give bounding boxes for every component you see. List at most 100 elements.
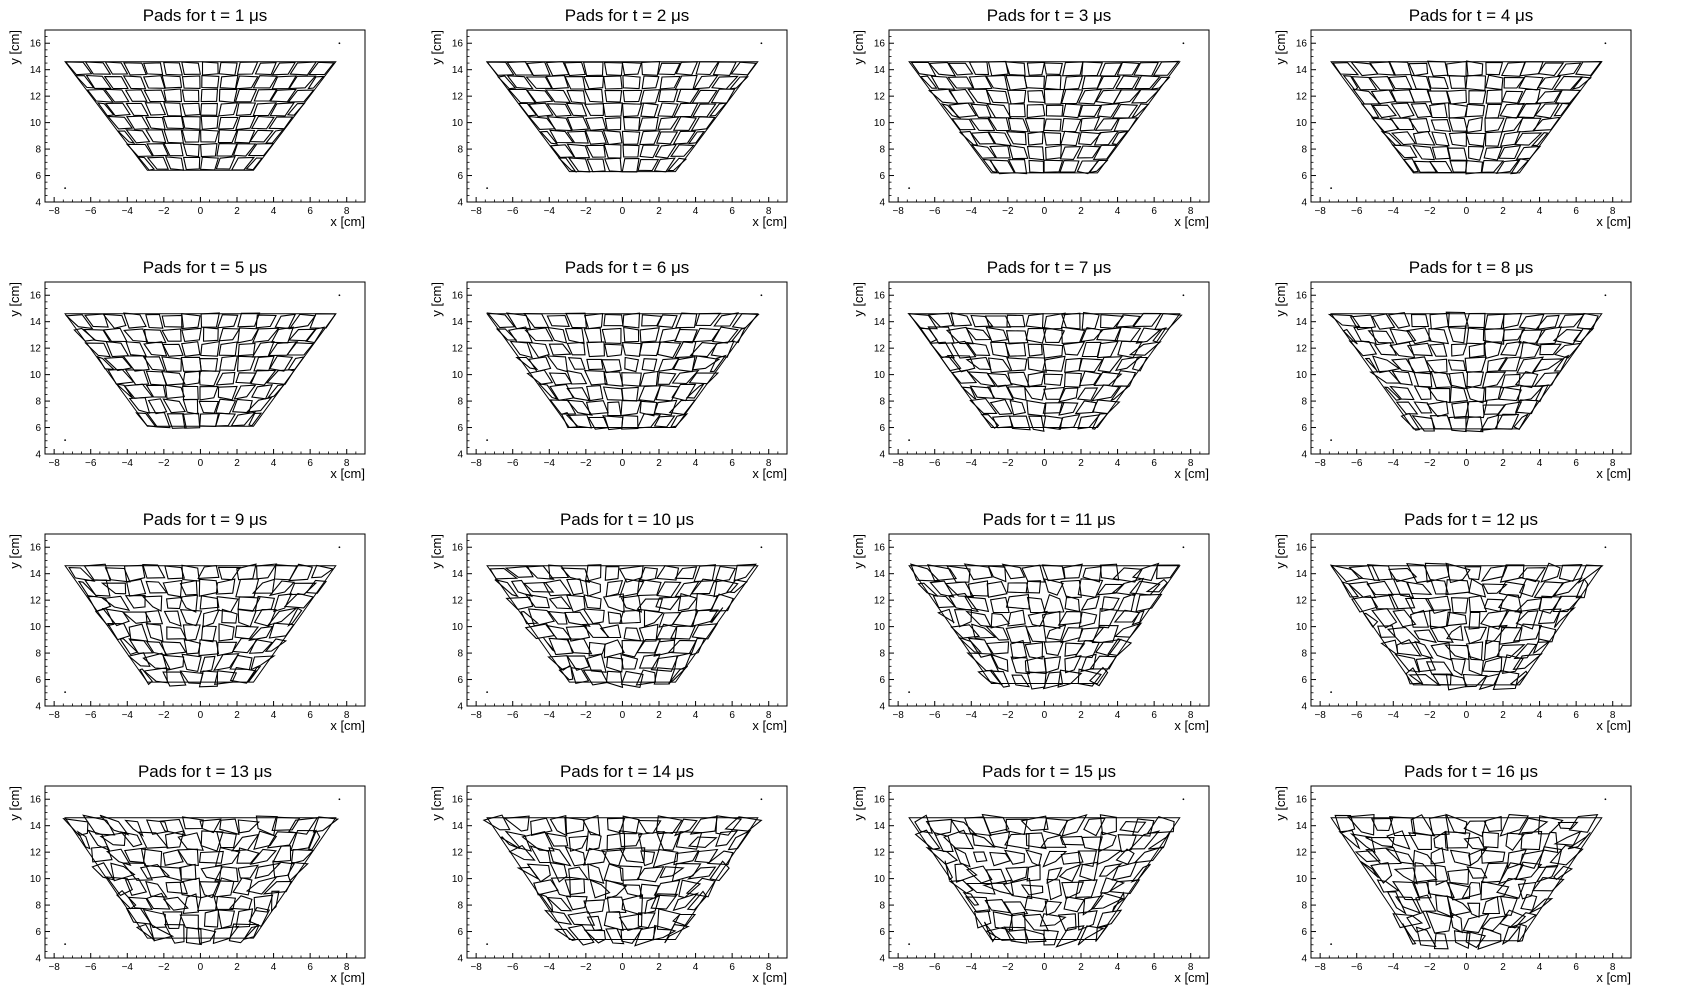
pad-cell (145, 610, 164, 625)
pad-cell (200, 102, 218, 116)
pad-cell (653, 639, 676, 657)
x-tick-label: 8 (344, 206, 350, 217)
pad-cell (657, 341, 682, 359)
x-tick-label: 8 (344, 962, 350, 973)
pad-cell (1003, 901, 1029, 917)
pad-cell (1096, 75, 1121, 90)
pad-cell (1078, 358, 1104, 373)
x-axis-label: x [cm] (330, 970, 365, 985)
y-tick-label: 12 (874, 344, 886, 355)
x-tick-label: 6 (1151, 962, 1157, 973)
pad-cell (1431, 673, 1452, 686)
pad-cell (290, 849, 315, 865)
pad-cell (198, 639, 220, 657)
pad-cell (564, 611, 591, 627)
x-tick-label: 2 (234, 962, 240, 973)
pad-cell (142, 75, 166, 89)
pad-cell (142, 652, 171, 670)
x-tick-label: 0 (1464, 962, 1470, 973)
pad-cell (953, 846, 971, 868)
pad-cell (1389, 385, 1415, 401)
pad-cell (247, 625, 274, 642)
x-tick-label: 8 (1188, 710, 1194, 721)
pad-cell (105, 848, 132, 867)
pad-cell (586, 158, 606, 173)
pad-cell (1098, 608, 1119, 629)
pad-cell (604, 117, 622, 131)
pad-cell (1428, 160, 1454, 174)
pad-cell (217, 385, 238, 401)
x-tick-label: 0 (620, 458, 626, 469)
pad-cell (179, 609, 203, 627)
pad-cell (84, 313, 109, 328)
pad-cell (620, 595, 642, 613)
y-tick-label: 4 (35, 702, 41, 713)
pad-cell (1553, 354, 1570, 372)
pad-cell (538, 893, 554, 914)
x-tick-label: 6 (729, 206, 735, 217)
pad-cell (582, 814, 601, 836)
pad-cell (1497, 594, 1523, 614)
plot-frame (44, 785, 366, 959)
y-tick-label: 16 (30, 291, 42, 302)
pad-cell (264, 128, 285, 144)
edge-point (64, 691, 67, 694)
edge-point (486, 943, 489, 946)
pad-cell (602, 102, 623, 118)
chart-panel-6: Pads for t = 6 μs −8 −6 −4 −2 0 2 4 6 8 4 6 8 10 12 14 1… (422, 252, 844, 504)
pad-cell (1553, 865, 1574, 881)
pad-cell (1332, 62, 1360, 76)
pad-cell (691, 89, 718, 104)
pad-cell (1112, 89, 1142, 105)
pad-cell (1026, 399, 1047, 417)
pad-cell (603, 143, 622, 159)
pad-cell (547, 655, 571, 671)
edge-point (1604, 798, 1607, 801)
pad-cell (985, 89, 1009, 104)
chart-title: Pads for t = 1 μs (143, 6, 268, 25)
y-tick-label: 10 (1296, 874, 1308, 885)
pad-cell (1061, 813, 1088, 837)
pad-cell (1364, 357, 1379, 373)
pad-cell (1131, 562, 1160, 582)
pad-cell (521, 830, 555, 852)
pad-cell (1028, 415, 1045, 432)
x-tick-label: −4 (1388, 962, 1400, 973)
x-tick-label: −6 (929, 458, 941, 469)
pad-cell (1495, 644, 1526, 659)
pad-cell (1509, 912, 1538, 929)
y-tick-label: 14 (452, 569, 464, 580)
pad-cell (1485, 62, 1504, 76)
pad-cell (1406, 581, 1433, 596)
x-tick-label: 4 (1115, 710, 1121, 721)
pad-cell (237, 312, 261, 328)
pad-cell (124, 369, 150, 386)
pad-cell (709, 593, 734, 612)
pad-cell (927, 312, 954, 328)
pad-cell (985, 926, 1016, 941)
pad-cell (603, 371, 624, 387)
pad-cell (687, 131, 706, 145)
y-tick-label: 12 (452, 848, 464, 859)
pad-cell (1532, 638, 1551, 655)
pad-cell (1389, 328, 1417, 345)
pad-cell (1499, 814, 1530, 837)
x-tick-label: −4 (544, 458, 556, 469)
pad-cell (198, 881, 220, 899)
pad-cell (604, 879, 628, 900)
pad-cell (1553, 577, 1584, 597)
x-tick-label: 4 (271, 962, 277, 973)
pad-cell (126, 578, 147, 597)
x-tick-label: 2 (1500, 962, 1506, 973)
chart-title: Pads for t = 5 μs (143, 258, 268, 277)
pad-cell (1481, 583, 1508, 594)
pad-cell (203, 908, 220, 928)
pad-cell (85, 74, 112, 89)
pad-cell (269, 102, 296, 117)
pad-cell (933, 831, 954, 852)
x-tick-label: 0 (198, 458, 204, 469)
pad-cell (274, 313, 297, 329)
pad-cell (1370, 89, 1397, 105)
y-tick-label: 8 (879, 901, 885, 912)
pad-cell (229, 654, 253, 671)
